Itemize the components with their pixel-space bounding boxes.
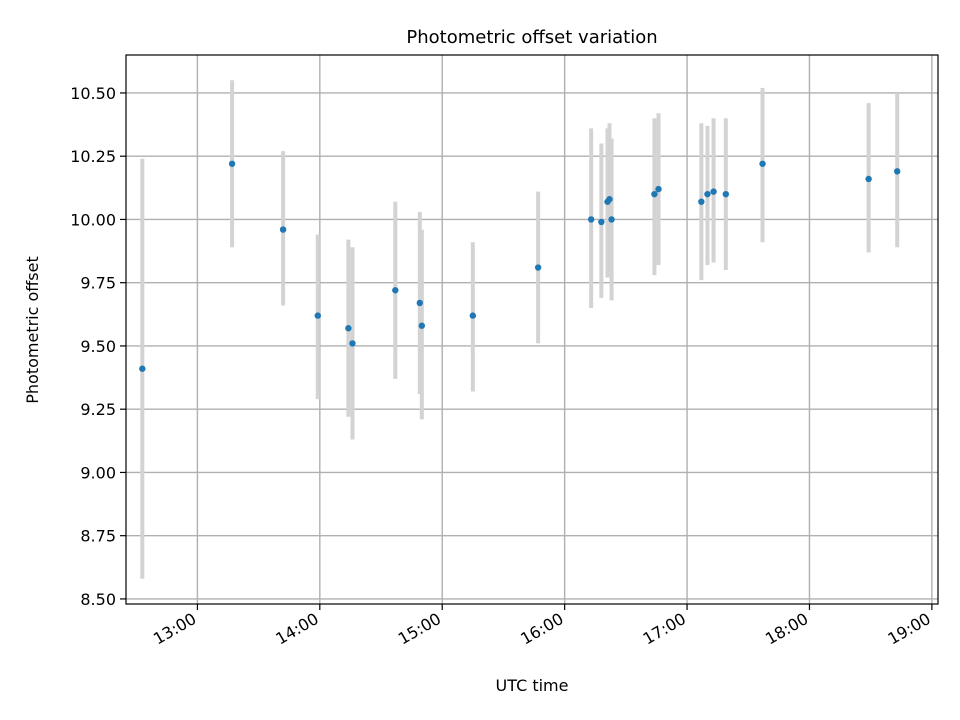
y-tick-label: 8.75 (80, 527, 116, 546)
x-tick-label: 18:00 (762, 609, 811, 649)
x-tick-label: 13:00 (150, 609, 199, 649)
y-tick-label: 9.75 (80, 274, 116, 293)
data-point (722, 190, 730, 198)
data-point (418, 322, 426, 329)
y-tick-label: 10.00 (70, 210, 116, 229)
data-point (893, 168, 901, 175)
error-bars (140, 80, 900, 579)
data-point (710, 188, 717, 195)
data-point (534, 264, 542, 271)
data-point (698, 198, 705, 205)
data-point (416, 299, 423, 307)
x-tick-label: 15:00 (395, 609, 444, 649)
x-tick-label: 17:00 (640, 609, 689, 649)
data-point (704, 190, 711, 198)
y-tick-label: 8.50 (80, 590, 116, 609)
data-point (345, 325, 352, 332)
axis-ticks (120, 92, 933, 610)
y-tick-label: 10.25 (70, 147, 116, 166)
data-point (598, 218, 605, 226)
data-point (587, 216, 595, 223)
x-tick-label: 16:00 (517, 609, 566, 649)
data-point (349, 340, 356, 347)
plot-frame (125, 54, 939, 605)
data-point (865, 175, 872, 183)
data-point (279, 226, 287, 233)
data-point (228, 160, 236, 167)
y-tick-label: 9.50 (80, 337, 116, 356)
data-points (139, 160, 901, 372)
data-point (759, 160, 766, 167)
chart-title: Photometric offset variation (406, 27, 657, 48)
data-point (139, 365, 146, 372)
tick-labels: 13:00 14:00 15:00 16:00 17:00 18:00 19:00 8.50 8… (70, 84, 934, 649)
y-tick-label: 9.25 (80, 400, 116, 419)
data-point (314, 312, 321, 319)
data-point (608, 216, 615, 223)
y-tick-label: 10.50 (70, 84, 116, 103)
grid (126, 55, 938, 604)
data-point (392, 287, 399, 294)
data-point (469, 312, 477, 319)
x-axis-label: UTC time (496, 676, 569, 695)
y-tick-label: 9.00 (80, 463, 116, 482)
y-axis-label: Photometric offset (23, 256, 42, 404)
data-point (651, 190, 658, 198)
x-tick-label: 19:00 (884, 609, 933, 649)
data-point (655, 185, 662, 193)
data-point (606, 196, 613, 203)
x-tick-label: 14:00 (272, 609, 321, 649)
